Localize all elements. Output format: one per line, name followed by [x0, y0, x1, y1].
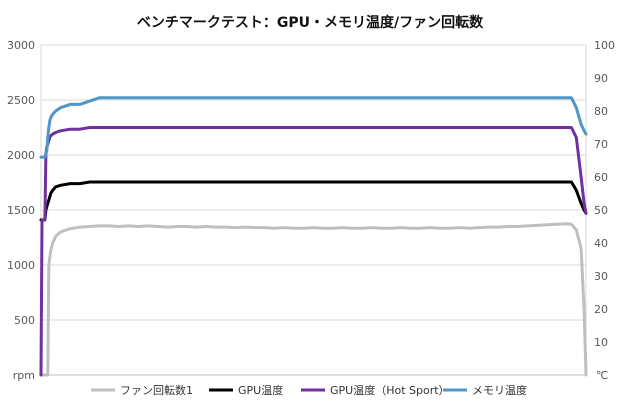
right-tick-label: 10: [594, 336, 608, 349]
right-tick-label: 20: [594, 303, 608, 316]
left-axis-unit: rpm: [13, 369, 35, 382]
chart-title: ベンチマークテスト：GPU・メモリ温度/ファン回転数: [137, 14, 484, 31]
left-tick-label: 2000: [7, 149, 35, 162]
right-tick-label: 80: [594, 105, 608, 118]
series-line-3: [39, 96, 588, 159]
legend-label-3: メモリ温度: [472, 383, 527, 397]
left-tick-label: 1000: [7, 259, 35, 272]
left-tick-label: 500: [14, 314, 35, 327]
right-tick-label: 90: [594, 72, 608, 85]
left-tick-label: 3000: [7, 39, 35, 52]
series-lines: [39, 96, 588, 377]
right-tick-label: 70: [594, 138, 608, 151]
legend-label-1: GPU温度: [238, 383, 283, 397]
right-tick-label: 40: [594, 237, 608, 250]
series-line-2: [39, 126, 588, 377]
left-tick-label: 1500: [7, 204, 35, 217]
right-tick-label: 100: [594, 39, 615, 52]
right-axis-unit: ℃: [596, 369, 608, 382]
right-tick-label: 30: [594, 270, 608, 283]
right-tick-label: 60: [594, 171, 608, 184]
gridlines: [41, 44, 586, 321]
right-tick-label: 50: [594, 204, 608, 217]
series-line-0: [39, 222, 588, 377]
legend-label-0: ファン回転数1: [120, 384, 193, 397]
series-line-1: [39, 180, 588, 222]
legend-label-2: GPU温度（Hot Sport）: [330, 383, 450, 397]
axes: 500 1000 1500 2000 2500 3000 rpm 10 20 30 40 50 60 70…: [7, 39, 615, 382]
legend: ファン回転数1 GPU温度 GPU温度（Hot Sport） メモリ温度: [91, 383, 527, 397]
left-tick-label: 2500: [7, 94, 35, 107]
